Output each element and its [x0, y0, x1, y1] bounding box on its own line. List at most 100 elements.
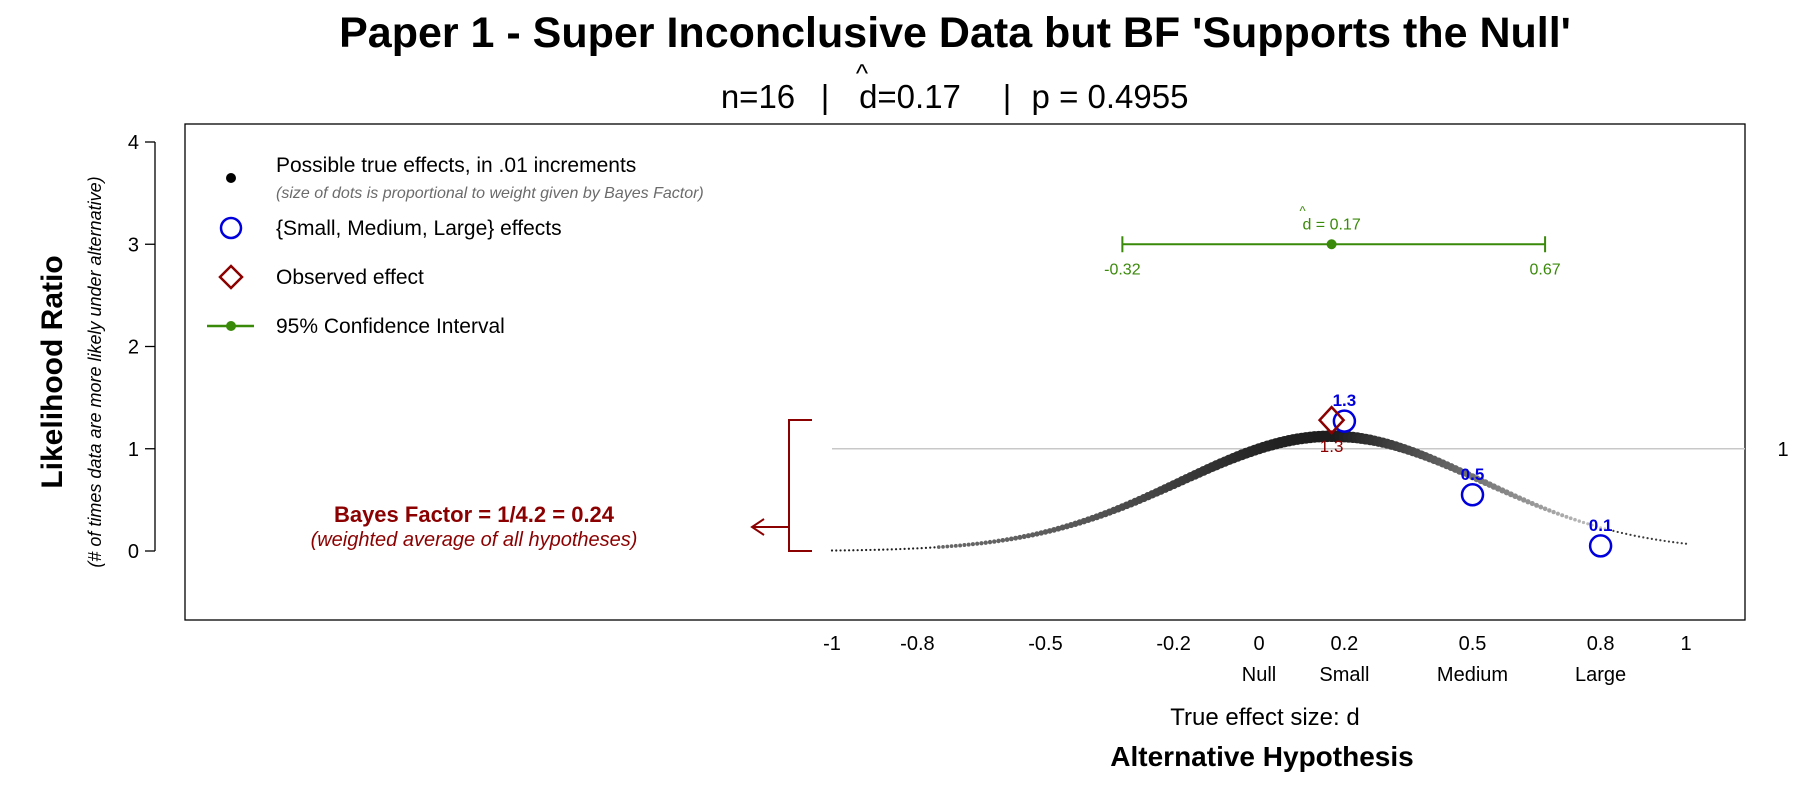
confidence-interval: -0.32 0.67 d = 0.17^ — [1104, 203, 1561, 278]
bayes-bracket — [750, 419, 812, 552]
curve-point — [949, 544, 954, 549]
curve-point — [936, 545, 941, 549]
curve-point — [929, 546, 932, 549]
curve-point — [1637, 535, 1641, 538]
subtitle-n: n=16 — [721, 78, 795, 115]
bracket-line — [788, 419, 812, 552]
y-tick-label: 2 — [128, 337, 139, 359]
curve-point — [1633, 534, 1636, 537]
curve-point — [835, 549, 838, 552]
curve-point — [1013, 535, 1019, 541]
curve-point — [1629, 533, 1632, 536]
curve-point — [1004, 537, 1010, 542]
curve-point — [1608, 528, 1611, 531]
curve-point — [1655, 538, 1658, 541]
effect-circle — [1460, 483, 1485, 507]
x-tick-label: 1 — [1680, 633, 1691, 655]
curve-point — [1021, 534, 1027, 540]
curve-point — [1521, 497, 1527, 503]
curve-point — [856, 549, 859, 552]
legend-label-effects: {Small, Medium, Large} effects — [276, 217, 562, 240]
curve-point — [1672, 541, 1675, 544]
x-tick-label: 0.2 — [1330, 633, 1358, 655]
curve-point — [1659, 539, 1662, 542]
bayes-factor-note: (weighted average of all hypotheses) — [311, 529, 638, 551]
bayes-factor-label: Bayes Factor = 1/4.2 = 0.24 — [334, 502, 615, 527]
curve-point — [916, 547, 919, 550]
effect-circle — [1588, 534, 1613, 558]
curve-point — [886, 548, 889, 551]
curve-point — [843, 549, 846, 552]
curve-point — [945, 544, 950, 549]
curve-point — [1046, 528, 1053, 534]
curve-point — [1612, 529, 1615, 533]
subtitle-p: p = 0.4955 — [1032, 78, 1189, 115]
curve-point — [1512, 493, 1519, 500]
curve-point — [970, 542, 975, 547]
x-tick-label: -0.5 — [1028, 633, 1062, 655]
ci-mid-label: d = 0.17 — [1302, 216, 1360, 233]
legend-ci-dot-icon — [226, 321, 236, 331]
y-tick-label: 1 — [128, 439, 139, 461]
ci-mid-hat: ^ — [1300, 203, 1307, 218]
curve-point — [1538, 504, 1544, 510]
curve-point — [1684, 542, 1688, 545]
curve-point — [1560, 513, 1565, 518]
curve-point — [877, 548, 881, 551]
curve-point — [1008, 536, 1014, 542]
curve-point — [1564, 514, 1569, 519]
x-name-label: Medium — [1437, 664, 1508, 686]
curve-point — [1025, 533, 1031, 539]
curve-point — [1620, 531, 1624, 535]
curve-point — [1030, 532, 1036, 538]
curve-point — [830, 549, 834, 552]
curve-point — [1625, 532, 1628, 536]
x-axis-label: True effect size: d — [1170, 704, 1359, 731]
curve-point — [839, 549, 842, 552]
curve-point — [962, 543, 967, 548]
curve-point — [1525, 499, 1531, 505]
curve-point — [1568, 516, 1573, 521]
curve-point — [1676, 541, 1679, 544]
subtitle-sep1: | — [821, 78, 830, 115]
curve-point — [941, 544, 945, 549]
curve-point — [903, 547, 906, 550]
x-axis-label-2: Alternative Hypothesis — [1110, 741, 1413, 772]
curve-point — [933, 546, 936, 549]
observed-label: 1.3 — [1320, 437, 1344, 456]
curve-point — [860, 548, 863, 552]
x-name-label: Null — [1242, 664, 1276, 686]
curve-point — [869, 548, 872, 552]
legend-note-curve: (size of dots is proportional to weight … — [276, 185, 704, 202]
legend-label-curve: Possible true effects, in .01 increments — [276, 154, 636, 177]
chart-title: Paper 1 - Super Inconclusive Data but BF… — [339, 9, 1571, 57]
curve-point — [983, 540, 988, 545]
curve-point — [1667, 540, 1671, 543]
curve-point — [882, 548, 885, 551]
ci-point — [1326, 239, 1337, 250]
curve-point — [1042, 529, 1049, 535]
bracket-arrow-head — [750, 518, 765, 536]
curve-point — [1642, 536, 1645, 539]
x-name-label: Small — [1319, 664, 1369, 686]
x-tick-label: -0.2 — [1156, 633, 1190, 655]
effect-label: 0.5 — [1461, 465, 1485, 484]
curve-point — [1680, 542, 1683, 545]
effect-label: 1.3 — [1333, 391, 1357, 410]
ci-high-label: 0.67 — [1530, 261, 1561, 278]
x-tick-label: 0.5 — [1459, 633, 1487, 655]
subtitle-d-hat: ^ — [856, 58, 869, 88]
legend-label-observed: Observed effect — [276, 266, 424, 289]
curve-point — [890, 548, 893, 551]
x-axis: -1 -0.8 -0.5 -0.2 0 0.2 0.5 0.8 1 Null Small Medium… — [823, 633, 1691, 686]
x-name-label: Large — [1575, 664, 1626, 686]
curve-point — [1650, 537, 1653, 541]
curve-point — [1581, 520, 1586, 525]
x-tick-label: 0 — [1253, 633, 1264, 655]
curve-point — [1017, 534, 1023, 540]
effect-circle — [1332, 409, 1357, 433]
curve-point — [894, 548, 898, 551]
effect-label: 0.1 — [1589, 516, 1613, 535]
curve-point — [1555, 511, 1560, 516]
